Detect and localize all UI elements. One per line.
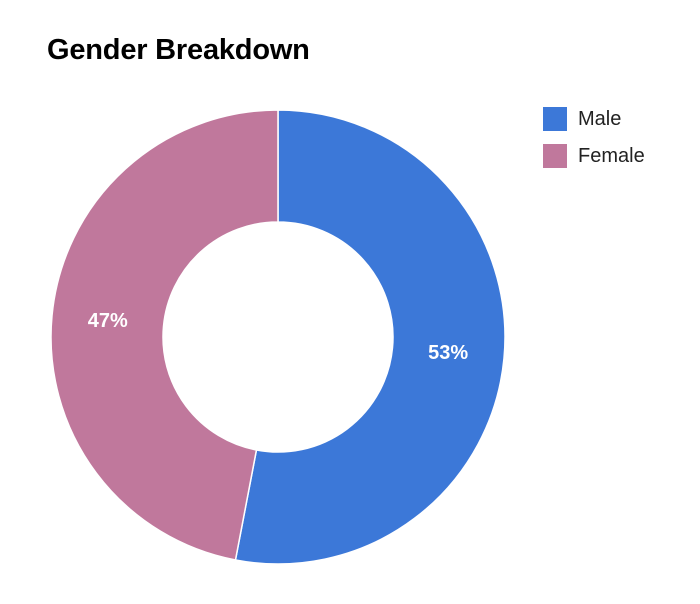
- slice-male[interactable]: [234, 109, 506, 565]
- slice-label-male: 53%: [428, 342, 468, 364]
- slice-labels: 53% 47%: [88, 310, 469, 364]
- chart-legend: Male Female: [543, 106, 645, 180]
- slice-female[interactable]: [50, 109, 279, 561]
- legend-swatch-male: [543, 107, 567, 131]
- slice-label-female: 47%: [88, 310, 128, 332]
- legend-label-male: Male: [578, 107, 622, 130]
- legend-item-female[interactable]: Female: [543, 143, 645, 169]
- legend-item-male[interactable]: Male: [543, 106, 645, 132]
- donut-slices: [50, 109, 506, 565]
- legend-label-female: Female: [578, 144, 645, 167]
- legend-swatch-female: [543, 144, 567, 168]
- chart-title: Gender Breakdown: [47, 34, 310, 66]
